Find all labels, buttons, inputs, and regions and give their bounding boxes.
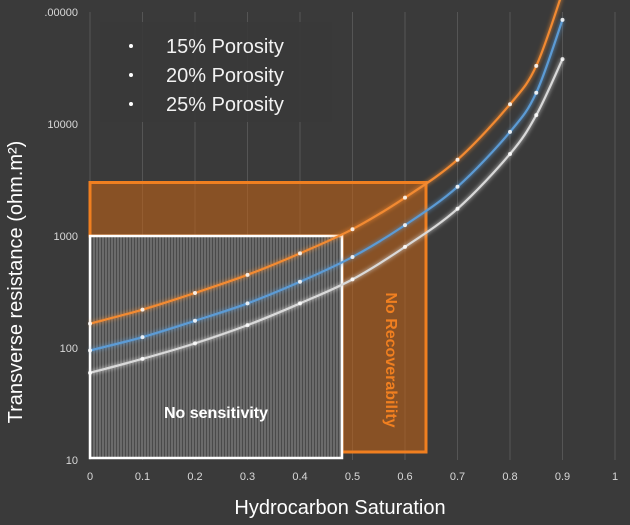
series-2-point-8	[508, 151, 512, 156]
x-tick-6: 0.6	[397, 471, 412, 483]
x-tick-3: 0.3	[240, 471, 255, 483]
series-2-point-9	[534, 113, 539, 118]
legend-label-2: 25% Porosity	[166, 94, 284, 116]
no-sensitivity-label: No sensitivity	[164, 405, 268, 422]
series-1-point-6	[403, 223, 407, 228]
x-tick-1: 0.1	[135, 471, 150, 483]
series-2-point-10	[560, 57, 565, 62]
series-2-point-0	[88, 370, 92, 375]
series-0-point-1	[140, 307, 145, 312]
series-1-point-8	[508, 129, 512, 134]
series-0-point-7	[455, 157, 460, 162]
series-2-point-7	[455, 206, 460, 211]
x-tick-8: 0.8	[502, 471, 517, 483]
x-tick-2: 0.2	[187, 471, 202, 483]
series-0-point-6	[403, 195, 407, 200]
series-1-point-10	[560, 17, 565, 22]
series-0-point-9	[534, 63, 539, 68]
x-tick-7: 0.7	[450, 471, 465, 483]
series-1-point-2	[193, 318, 197, 323]
series-0-point-3	[245, 272, 250, 277]
x-axis-title: Hydrocarbon Saturation	[234, 497, 445, 519]
series-2-point-3	[245, 323, 250, 328]
legend-marker-0	[129, 44, 133, 48]
legend-box	[100, 22, 332, 122]
series-1-point-4	[298, 279, 302, 284]
series-line-1	[89, 19, 564, 352]
legend-label-0: 15% Porosity	[166, 36, 284, 58]
x-tick-10: 1	[612, 471, 618, 483]
series-0-point-0	[88, 321, 92, 326]
series-2-point-1	[140, 356, 145, 361]
x-tick-5: 0.5	[345, 471, 360, 483]
y-axis-title: Transverse resistance (ohm.m²)	[5, 141, 27, 424]
series-1-point-1	[140, 335, 145, 340]
annotation-regions: No sensitivity No Recoverability	[88, 181, 428, 460]
no-recoverability-label: No Recoverability	[382, 292, 399, 427]
series-0-point-8	[508, 102, 512, 107]
series-0-point-5	[350, 227, 355, 232]
series-2-point-5	[350, 277, 355, 282]
series-1-point-7	[455, 184, 460, 189]
x-tick-4: 0.4	[292, 471, 307, 483]
legend: 15% Porosity 20% Porosity 25% Porosity	[100, 22, 332, 122]
y-tick-2: 1000	[54, 231, 78, 243]
series-1-point-5	[350, 254, 355, 259]
series	[88, 0, 565, 375]
series-0-point-2	[193, 290, 197, 295]
series-2-point-6	[403, 244, 407, 249]
series-1-point-9	[534, 90, 539, 95]
y-tick-0: 10	[66, 455, 78, 467]
series-2-point-2	[193, 341, 197, 346]
legend-marker-2	[129, 102, 133, 106]
series-1-point-0	[88, 348, 92, 353]
y-tick-1: 100	[60, 343, 78, 355]
series-1-point-3	[245, 301, 250, 306]
y-tick-4: .00000	[44, 7, 78, 19]
legend-label-1: 20% Porosity	[166, 65, 284, 87]
y-tick-3: 10000	[47, 119, 78, 131]
x-tick-0: 0	[87, 471, 93, 483]
series-line-0	[89, 0, 562, 325]
legend-marker-1	[129, 73, 133, 77]
x-tick-9: 0.9	[555, 471, 570, 483]
series-2-point-4	[298, 301, 302, 306]
no-sensitivity-region	[88, 234, 344, 460]
series-0-point-4	[298, 251, 302, 256]
ticks: 0 0.1 0.2 0.3 0.4 0.5 0.6 0.7 0.8 0.9 1 10 100 1000 10…	[44, 7, 618, 483]
